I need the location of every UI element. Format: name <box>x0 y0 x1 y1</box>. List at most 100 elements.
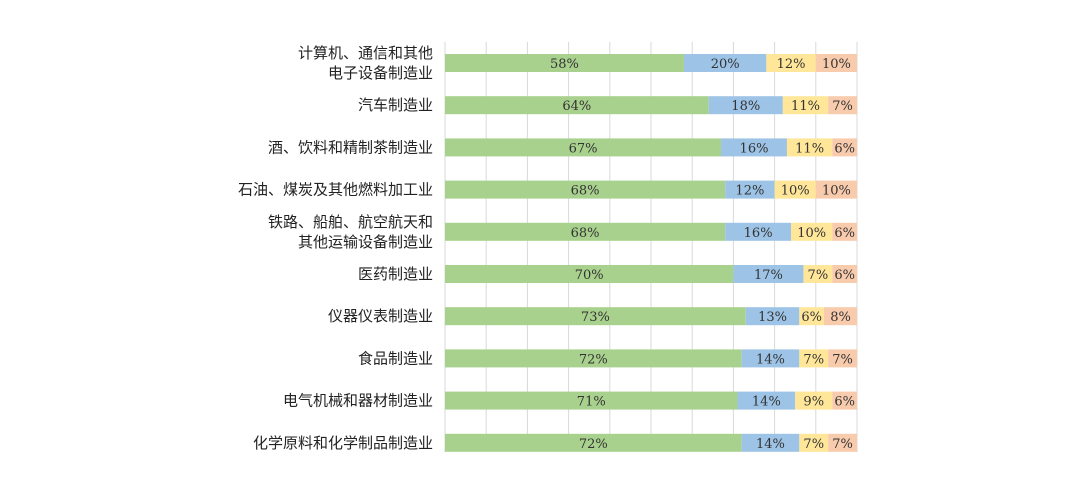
category-label-line: 医药制造业 <box>358 265 433 283</box>
bar-segment-3 <box>828 96 857 115</box>
data-label: 7% <box>832 352 853 367</box>
bar-segment-1 <box>725 222 792 241</box>
data-label: 11% <box>795 141 824 156</box>
category-label: 计算机、通信和其他电子设备制造业 <box>298 44 433 82</box>
data-label: 9% <box>803 395 824 410</box>
data-label: 72% <box>579 352 608 367</box>
data-label: 7% <box>832 99 853 114</box>
bar-segment-1 <box>737 391 796 410</box>
category-label: 铁路、船舶、航空航天和其他运输设备制造业 <box>268 213 433 251</box>
bar-segment-2 <box>799 307 825 326</box>
category-label: 仪器仪表制造业 <box>328 307 433 325</box>
bar-segment-2 <box>774 180 816 199</box>
data-label: 7% <box>803 352 824 367</box>
data-label: 64% <box>562 99 591 114</box>
bar-segment-2 <box>803 265 833 283</box>
bar-segment-3 <box>832 391 857 410</box>
category-label-line: 铁路、船舶、航空航天和 <box>268 213 433 231</box>
category-label-line: 食品制造业 <box>358 349 433 367</box>
category-label: 食品制造业 <box>358 349 433 367</box>
data-label: 17% <box>754 268 783 283</box>
bar-segment-1 <box>725 180 775 199</box>
category-label: 电气机械和器材制造业 <box>283 392 433 410</box>
data-label: 14% <box>756 437 785 452</box>
data-label: 73% <box>581 310 610 325</box>
data-label: 12% <box>777 57 806 72</box>
data-label: 58% <box>550 57 579 72</box>
category-label: 酒、饮料和精制茶制造业 <box>268 138 433 156</box>
bar-segment-0 <box>445 180 726 199</box>
data-label: 6% <box>834 268 855 283</box>
category-label-line: 化学原料和化学制品制造业 <box>253 434 433 452</box>
bar-segment-2 <box>799 349 829 368</box>
data-label: 68% <box>571 226 600 241</box>
category-label-line: 石油、煤炭及其他燃料加工业 <box>238 181 433 199</box>
data-label: 14% <box>752 395 781 410</box>
bar-segment-0 <box>445 265 734 283</box>
category-label-line: 酒、饮料和精制茶制造业 <box>268 138 433 156</box>
bars: 58% 20% 12% 10% 64% 18% 11% 7% 67% 16% 11% 6% 68% 12%… <box>445 54 857 452</box>
bar-segment-1 <box>745 307 800 326</box>
bar-segment-0 <box>445 307 746 326</box>
data-label: 13% <box>758 310 787 325</box>
data-label: 11% <box>791 99 820 114</box>
bar-segment-2 <box>786 138 833 157</box>
bar-segment-3 <box>828 433 857 452</box>
data-label: 10% <box>822 184 851 199</box>
data-label: 10% <box>781 184 810 199</box>
bar-segment-2 <box>782 96 829 115</box>
category-label-line: 电气机械和器材制造业 <box>283 392 433 410</box>
bar-segment-0 <box>445 138 722 157</box>
category-label-line: 汽车制造业 <box>358 96 433 114</box>
category-label-line: 仪器仪表制造业 <box>328 307 433 325</box>
bar-segment-0 <box>445 96 709 115</box>
bar-segment-1 <box>733 265 804 283</box>
category-label-line: 计算机、通信和其他 <box>298 44 433 62</box>
data-label: 12% <box>735 184 764 199</box>
bar-segment-0 <box>445 222 726 241</box>
data-label: 20% <box>711 57 740 72</box>
bar-segment-0 <box>445 54 684 72</box>
data-label: 16% <box>744 226 773 241</box>
data-label: 18% <box>731 99 760 114</box>
category-label: 石油、煤炭及其他燃料加工业 <box>238 181 433 199</box>
bar-segment-3 <box>828 349 857 368</box>
data-label: 14% <box>756 352 785 367</box>
data-label: 71% <box>577 395 606 410</box>
data-label: 7% <box>832 437 853 452</box>
bar-segment-1 <box>683 54 767 72</box>
data-label: 8% <box>830 310 851 325</box>
data-label: 6% <box>801 310 822 325</box>
data-label: 6% <box>834 395 855 410</box>
data-label: 70% <box>575 268 604 283</box>
bar-segment-0 <box>445 349 742 368</box>
data-label: 72% <box>579 437 608 452</box>
bar-segment-0 <box>445 391 738 410</box>
bar-segment-3 <box>832 265 857 283</box>
category-label-line: 电子设备制造业 <box>328 64 433 82</box>
bar-segment-3 <box>815 180 857 199</box>
bar-segment-3 <box>832 222 857 241</box>
bar-segment-3 <box>815 54 857 72</box>
bar-segment-2 <box>791 222 833 241</box>
data-label: 7% <box>803 437 824 452</box>
bar-segment-1 <box>741 349 800 368</box>
bar-segment-1 <box>741 433 800 452</box>
category-label: 医药制造业 <box>358 265 433 283</box>
bar-segment-2 <box>795 391 833 410</box>
bar-segment-3 <box>832 138 857 157</box>
data-label: 10% <box>822 57 851 72</box>
category-label-line: 其他运输设备制造业 <box>298 233 433 251</box>
category-label: 化学原料和化学制品制造业 <box>253 434 433 452</box>
bar-segment-2 <box>766 54 816 72</box>
data-label: 6% <box>834 141 855 156</box>
data-label: 16% <box>740 141 769 156</box>
bar-segment-1 <box>721 138 787 157</box>
data-label: 6% <box>834 226 855 241</box>
data-label: 7% <box>808 268 829 283</box>
bar-segment-3 <box>824 307 857 326</box>
data-label: 10% <box>797 226 826 241</box>
bar-segment-0 <box>445 433 742 452</box>
bar-segment-1 <box>708 96 783 115</box>
